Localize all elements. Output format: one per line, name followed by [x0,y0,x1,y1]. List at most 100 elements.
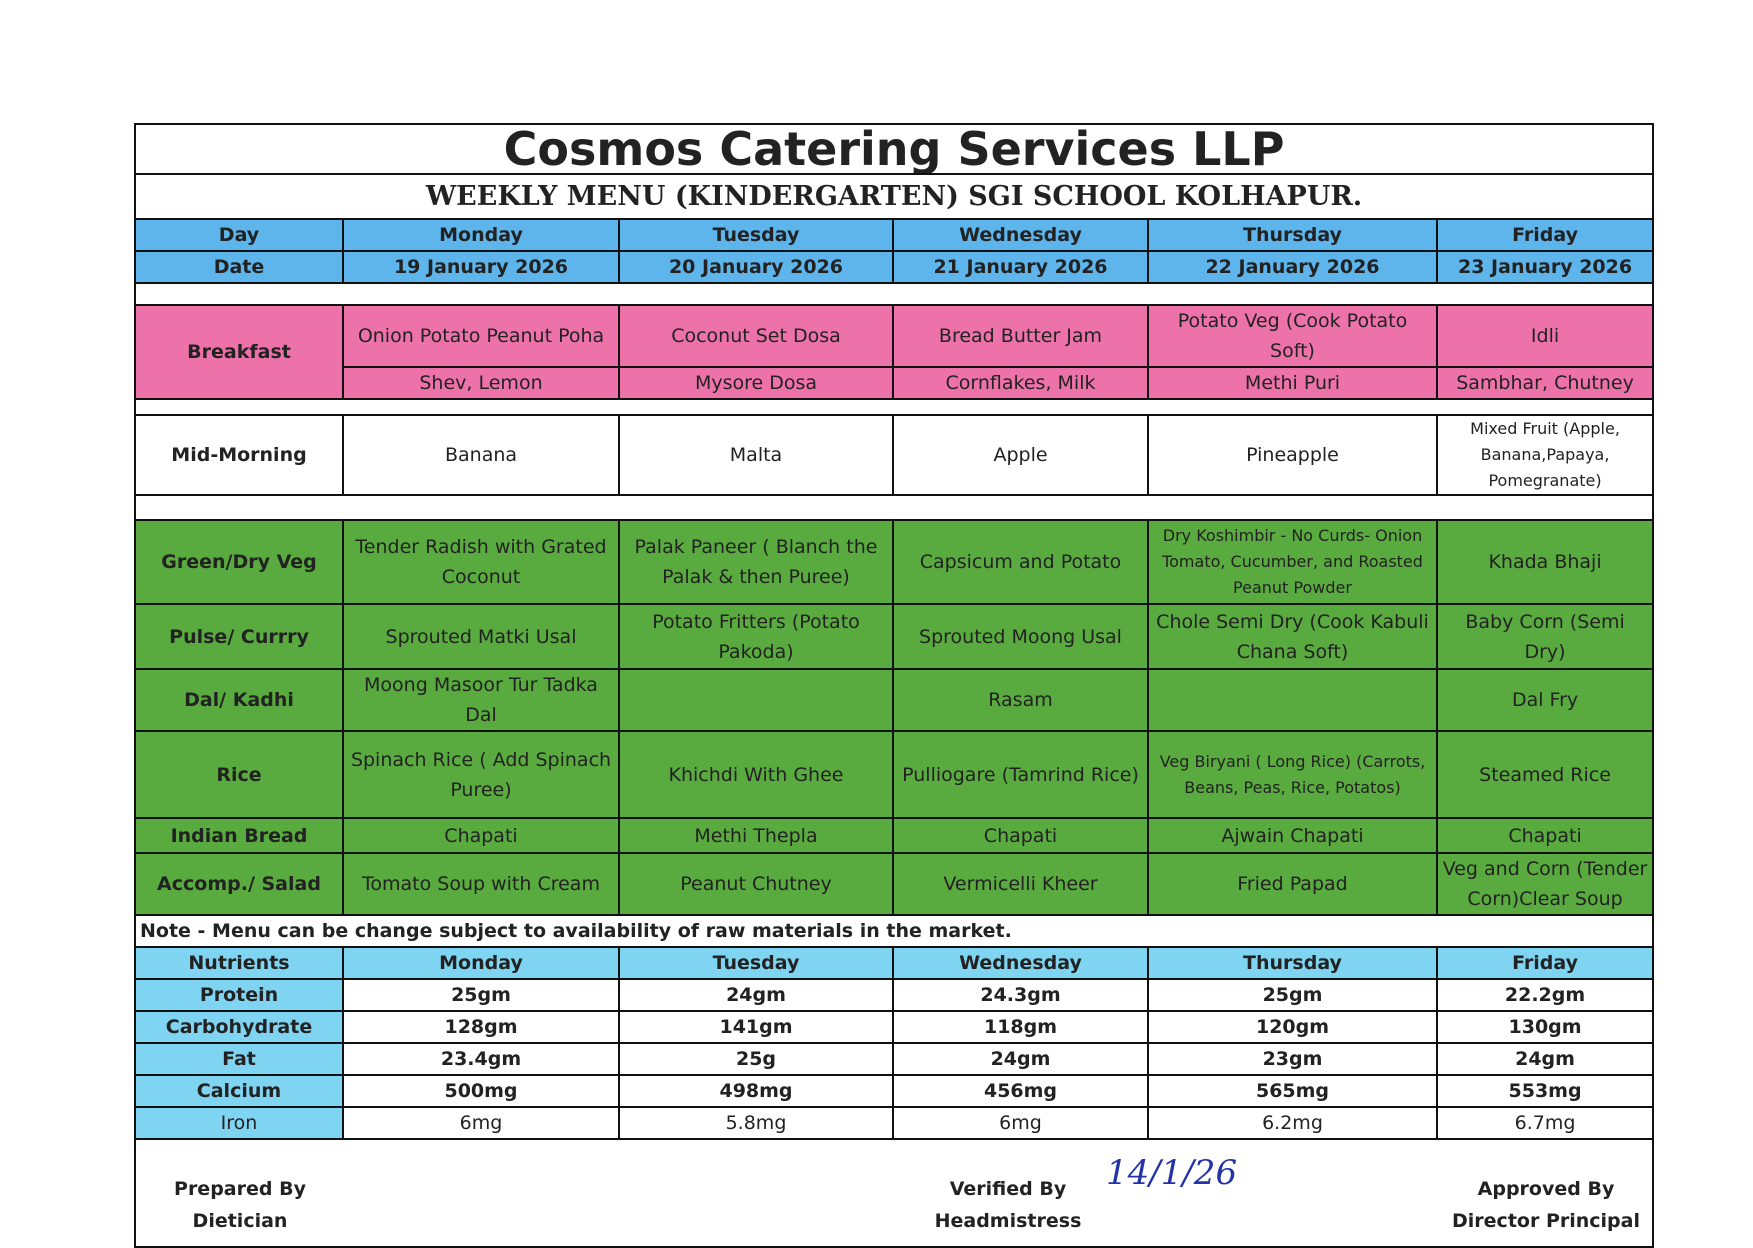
menu-item: Malta [618,414,894,496]
day-header: Friday [1435,218,1655,252]
menu-item: Moong Masoor Tur Tadka Dal [342,668,620,732]
note: Note - Menu can be change subject to ava… [133,914,1655,948]
nutrient-value: 6mg [892,1106,1149,1140]
menu-item [618,668,894,732]
signatory-label: Verified By [949,1178,1067,1200]
row-label: Carbohydrate [134,1010,344,1044]
nutrient-value: 25gm [342,978,620,1012]
menu-item: Chapati [342,817,620,854]
menu-item: Chapati [892,817,1149,854]
nutrient-value: 498mg [618,1074,894,1108]
row-label: Indian Bread [134,817,344,854]
row-label: Green/Dry Veg [134,519,344,605]
nutrient-value: 23.4gm [342,1042,620,1076]
table-row: Indian Bread Chapati Methi Thepla Chapati Aj… [134,817,1655,854]
nutrient-value: 5.8mg [618,1106,894,1140]
menu-item: Mixed Fruit (Apple, Banana,Papaya, Pomeg… [1435,414,1655,496]
menu-item: Chole Semi Dry (Cook Kabuli Chana Soft) [1147,603,1438,670]
menu-item: Rasam [892,668,1149,732]
menu-item: Palak Paneer ( Blanch the Palak & then P… [618,519,894,605]
signed-date: 14/1/26 [1106,1153,1238,1193]
menu-item: Veg and Corn (Tender Corn)Clear Soup [1435,852,1655,916]
nutrient-value: 118gm [892,1010,1149,1044]
menu-item: Pineapple [1147,414,1438,496]
table-row: Iron 6mg 5.8mg 6mg 6.2mg 6.7mg [134,1106,1655,1140]
menu-item: Chapati [1435,817,1655,854]
row-label: Nutrients [134,946,344,980]
signatory-role: Dietician [192,1210,288,1232]
table-row: Date 19 January 2026 20 January 2026 21 Jan… [134,250,1655,284]
day-header: Thursday [1147,946,1438,980]
menu-item: Steamed Rice [1435,730,1655,819]
nutrient-value: 23gm [1147,1042,1438,1076]
row-label: Iron [134,1106,344,1140]
table-row: Breakfast Onion Potato Peanut Poha Coconut… [134,304,1655,400]
menu-item [1147,668,1438,732]
title: Cosmos Catering Services LLP [133,123,1655,175]
nutrient-value: 24.3gm [892,978,1149,1012]
spacer [133,282,1655,306]
table-row: Day Monday Tuesday Wednesday Thursday Friday [134,218,1655,252]
menu-item: Methi Thepla [618,817,894,854]
nutrient-value: 25gm [1147,978,1438,1012]
table-row: Cosmos Catering Services LLP [133,123,1655,175]
nutrient-value: 130gm [1435,1010,1655,1044]
row-label: Mid-Morning [134,414,344,496]
day-header: Wednesday [892,946,1149,980]
day-header: Tuesday [618,218,894,252]
menu-item: Fried Papad [1147,852,1438,916]
menu-item: Tender Radish with Grated Coconut [342,519,620,605]
row-label: Fat [134,1042,344,1076]
row-label: Breakfast [134,304,344,400]
table-row: WEEKLY MENU (KINDERGARTEN) SGI SCHOOL KO… [133,173,1655,220]
menu-item: Tomato Soup with Cream [342,852,620,916]
spacer [133,398,1655,416]
menu-item: Veg Biryani ( Long Rice) (Carrots, Beans… [1147,730,1438,819]
table-row [133,398,1655,416]
table-row: Mid-Morning Banana Malta Apple Pineapple Mixe… [134,414,1655,496]
menu-item: Spinach Rice ( Add Spinach Puree) [342,730,620,819]
nutrient-value: 6mg [342,1106,620,1140]
day-header: Tuesday [618,946,894,980]
nutrient-value: 24gm [618,978,894,1012]
menu-item: Coconut Set Dosa [618,304,894,368]
menu-item: Apple [892,414,1149,496]
date-header: 21 January 2026 [892,250,1149,284]
menu-item: Ajwain Chapati [1147,817,1438,854]
table-row: Carbohydrate 128gm 141gm 118gm 120gm 130gm [134,1010,1655,1044]
row-label: Calcium [134,1074,344,1108]
menu-item: Potato Veg (Cook Potato Soft) [1147,304,1438,368]
menu-item: Khada Bhaji [1435,519,1655,605]
table-row: Rice Spinach Rice ( Add Spinach Puree) Khi… [134,730,1655,819]
row-label: Protein [134,978,344,1012]
nutrient-value: 141gm [618,1010,894,1044]
footer: Prepared By Dietician Verified By Headmistr… [133,1138,1655,1248]
day-header: Thursday [1147,218,1438,252]
menu-item: Shev, Lemon [342,366,620,400]
spacer [133,494,1655,521]
table-row: Shev, Lemon Mysore Dosa Cornflakes, Milk Me… [135,366,1655,400]
row-label: Day [134,218,344,252]
row-label: Dal/ Kadhi [134,668,344,732]
table-row: Calcium 500mg 498mg 456mg 565mg 553mg [134,1074,1655,1108]
nutrient-value: 6.2mg [1147,1106,1438,1140]
menu-item: Bread Butter Jam [892,304,1149,368]
nutrient-value: 24gm [1435,1042,1655,1076]
table-row: Dal/ Kadhi Moong Masoor Tur Tadka Dal Rasa… [134,668,1655,732]
table-row: Fat 23.4gm 25g 24gm 23gm 24gm [134,1042,1655,1076]
table-row: Note - Menu can be change subject to ava… [133,914,1655,948]
menu-item: Mysore Dosa [618,366,894,400]
nutrient-value: 24gm [892,1042,1149,1076]
menu-item: Sprouted Matki Usal [342,603,620,670]
nutrient-value: 120gm [1147,1010,1438,1044]
day-header: Monday [342,946,620,980]
menu-item: Dal Fry [1435,668,1655,732]
table-row [133,282,1655,306]
menu-item: Cornflakes, Milk [892,366,1149,400]
nutrient-value: 553mg [1435,1074,1655,1108]
table-row: Prepared By Dietician Verified By Headmistr… [133,1138,1655,1248]
row-label: Pulse/ Currry [134,603,344,670]
signatory-label: Approved By [1477,1178,1615,1200]
row-label: Rice [134,730,344,819]
